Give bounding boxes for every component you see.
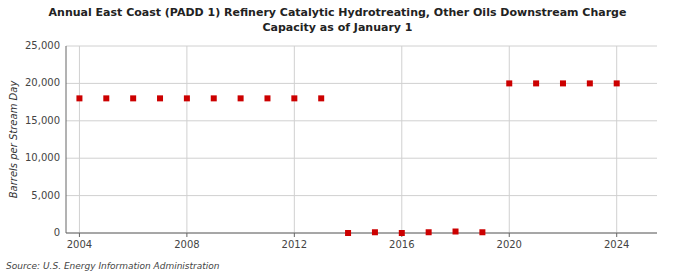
axes: 0 5,000 10,000 15,000 20,000 25,000 2004 2008 20… — [25, 40, 657, 250]
point — [291, 95, 297, 101]
point — [345, 230, 351, 236]
point — [318, 95, 324, 101]
point — [184, 95, 190, 101]
y-axis-line — [66, 46, 67, 233]
point — [399, 230, 405, 236]
x-grid-line — [79, 46, 80, 233]
source-note: Source: U.S. Energy Information Administ… — [6, 261, 220, 271]
title: Annual East Coast (PADD 1) Refinery Cata… — [49, 6, 627, 19]
x-tick-label: 2004 — [67, 239, 92, 250]
x-grid-line — [616, 46, 617, 233]
y-tick-label: 15,000 — [25, 115, 60, 126]
point — [506, 80, 512, 86]
y-tick-label: 20,000 — [25, 77, 60, 88]
y-grid-line — [66, 195, 657, 196]
y-tick-label: 0 — [54, 227, 60, 238]
x-tick-label: 2012 — [282, 239, 307, 250]
y-grid-line — [66, 46, 657, 47]
point — [587, 80, 593, 86]
point — [130, 95, 136, 101]
x-grid-line — [401, 46, 402, 233]
point — [560, 80, 566, 86]
x-grid-line — [186, 46, 187, 233]
x-tick-label: 2008 — [174, 239, 199, 250]
point — [211, 95, 217, 101]
x-tick-label: 2024 — [604, 239, 629, 250]
series — [76, 80, 619, 236]
point — [426, 229, 432, 235]
x-tick-label: 2020 — [497, 239, 522, 250]
x-grid-line — [509, 46, 510, 233]
x-axis-line — [66, 233, 657, 234]
y-axis-label: Barrels per Stream Day — [8, 80, 19, 199]
x-tick — [294, 233, 295, 237]
x-tick — [509, 233, 510, 237]
y-grid-line — [66, 83, 657, 84]
grid — [66, 46, 657, 233]
y-tick-label: 10,000 — [25, 152, 60, 163]
point — [533, 80, 539, 86]
x-tick — [616, 233, 617, 237]
y-grid-line — [66, 233, 657, 234]
subtitle: Capacity as of January 1 — [263, 21, 413, 34]
x-tick — [186, 233, 187, 237]
y-grid-line — [66, 120, 657, 121]
y-tick-label: 5,000 — [31, 190, 60, 201]
point — [453, 229, 459, 235]
point — [479, 229, 485, 235]
x-tick — [79, 233, 80, 237]
point — [76, 95, 82, 101]
y-tick-label: 25,000 — [25, 40, 60, 51]
point — [157, 95, 163, 101]
point — [372, 229, 378, 235]
x-tick-label: 2016 — [389, 239, 414, 250]
chart: 0 5,000 10,000 15,000 20,000 25,000 2004 2008 20… — [0, 0, 675, 275]
point — [264, 95, 270, 101]
point — [614, 80, 620, 86]
y-grid-line — [66, 158, 657, 159]
point — [103, 95, 109, 101]
x-grid-line — [294, 46, 295, 233]
point — [238, 95, 244, 101]
